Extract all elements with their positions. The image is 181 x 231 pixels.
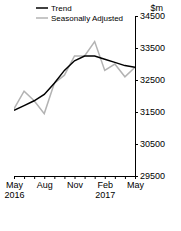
y-tick: 32500 — [135, 75, 165, 85]
x-tick-mark — [34, 176, 35, 179]
x-tick — [125, 176, 126, 179]
x-tick-mark — [95, 176, 96, 179]
legend: TrendSeasonally Adjusted — [36, 4, 123, 23]
plot-area — [14, 42, 135, 114]
legend-swatch — [36, 7, 48, 9]
y-axis: 295003050031500325003350034500 — [135, 11, 165, 181]
y-tick: 33500 — [135, 43, 165, 53]
x-tick-mark — [105, 176, 106, 179]
y-tick-mark — [135, 112, 138, 113]
y-tick: 31500 — [135, 107, 165, 117]
x-tick-mark — [64, 176, 65, 179]
x-tick-mark — [54, 176, 55, 179]
x-tick-label: Aug — [37, 180, 53, 190]
x-tick-mark — [24, 176, 25, 179]
x-tick-label: Feb2017 — [95, 180, 115, 200]
legend-swatch — [36, 17, 48, 19]
x-tick — [115, 176, 116, 179]
y-tick-label: 30500 — [140, 139, 165, 149]
x-tick — [64, 176, 65, 179]
x-tick: Feb2017 — [95, 176, 115, 200]
y-tick-mark — [135, 16, 138, 17]
x-tick: Nov — [67, 176, 84, 190]
x-tick — [85, 176, 86, 179]
x-tick — [24, 176, 25, 179]
x-tick-mark — [85, 176, 86, 179]
x-tick — [34, 176, 35, 179]
x-tick-mark — [115, 176, 116, 179]
y-axis-line — [136, 17, 139, 177]
y-tick-mark — [135, 80, 138, 81]
y-tick-label: 33500 — [140, 43, 165, 53]
y-tick-mark — [135, 48, 138, 49]
series-line — [14, 42, 135, 114]
x-tick-mark — [44, 176, 45, 179]
x-tick: Aug — [37, 176, 53, 190]
legend-label: Trend — [51, 4, 72, 13]
x-tick-label: May — [127, 180, 145, 190]
series-line — [14, 56, 135, 110]
x-tick-mark — [14, 176, 15, 179]
x-tick — [54, 176, 55, 179]
chart: 295003050031500325003350034500$mMay2016A… — [0, 0, 181, 231]
x-tick — [95, 176, 96, 179]
y-tick-label: 31500 — [140, 107, 165, 117]
y-axis-label: $m — [150, 3, 163, 13]
x-tick-mark — [135, 176, 136, 179]
y-tick: 30500 — [135, 139, 165, 149]
x-axis: May2016 Aug Nov Feb2017 May — [4, 176, 144, 200]
x-tick-mark — [75, 176, 76, 179]
x-tick: May2016 — [4, 176, 24, 200]
legend-label: Seasonally Adjusted — [51, 14, 123, 23]
x-tick-label: May2016 — [4, 180, 24, 200]
x-axis-line — [15, 177, 136, 180]
y-tick-mark — [135, 144, 138, 145]
x-tick-mark — [125, 176, 126, 179]
y-tick-label: 32500 — [140, 75, 165, 85]
x-tick: May — [127, 176, 145, 190]
x-tick-label: Nov — [67, 180, 84, 190]
